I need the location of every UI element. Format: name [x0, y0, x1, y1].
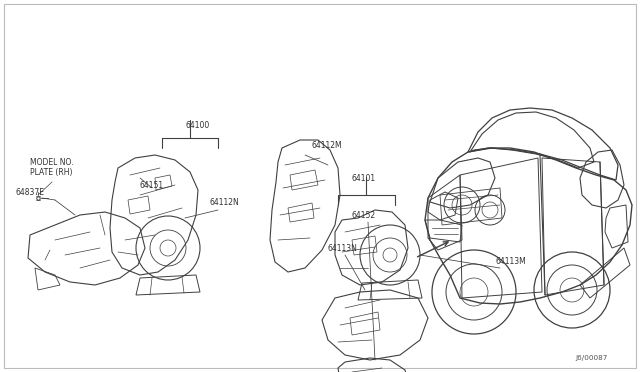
Text: 64113N: 64113N	[328, 244, 358, 253]
Text: 64112M: 64112M	[312, 141, 342, 150]
Text: 64152: 64152	[352, 211, 376, 219]
Text: 64101: 64101	[352, 173, 376, 183]
Text: 64113M: 64113M	[496, 257, 527, 266]
Text: MODEL NO.: MODEL NO.	[30, 157, 74, 167]
Text: 64151: 64151	[140, 180, 164, 189]
Text: J6/00087: J6/00087	[575, 355, 607, 361]
Text: 64837E: 64837E	[15, 187, 44, 196]
Text: 64100: 64100	[185, 121, 209, 129]
Text: PLATE (RH): PLATE (RH)	[30, 167, 72, 176]
Text: 64112N: 64112N	[210, 198, 240, 206]
